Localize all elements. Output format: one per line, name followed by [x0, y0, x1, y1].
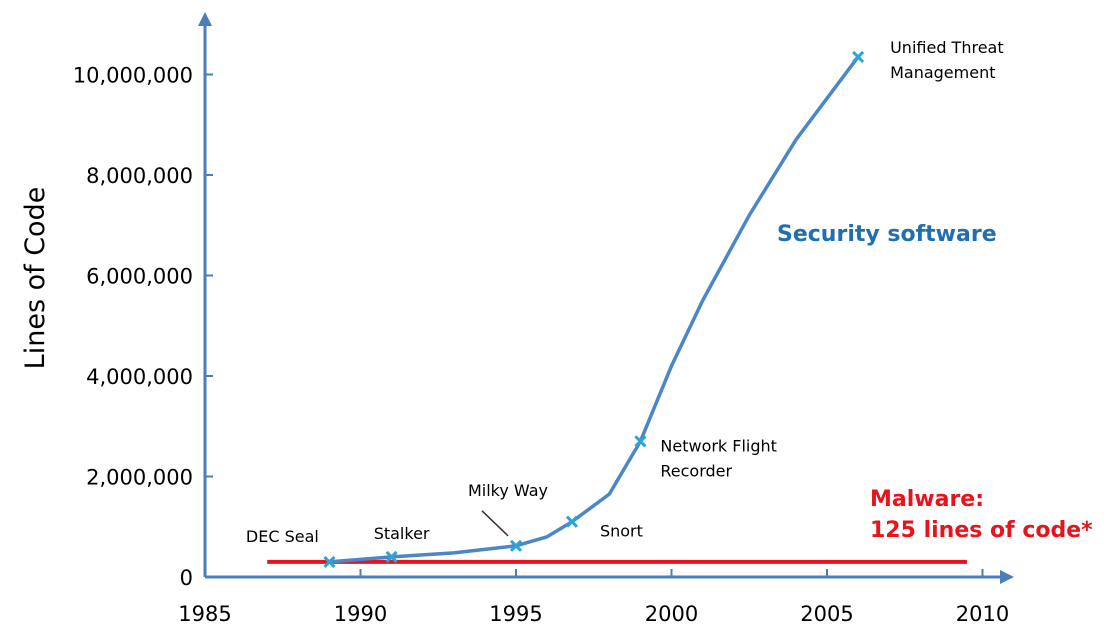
- data-point-label: Network Flight Recorder: [660, 436, 777, 480]
- marker-stroke: [323, 555, 336, 568]
- malware-label-line: Malware:: [870, 487, 984, 512]
- x-tick-label: 2005: [800, 602, 853, 624]
- marker-stroke: [385, 550, 398, 563]
- axes: [198, 12, 1014, 584]
- marker-stroke: [634, 435, 647, 448]
- y-tick-label: 6,000,000: [86, 265, 193, 289]
- data-point-labels: DEC Seal Stalker Milky Way Snort Network Fli…: [246, 38, 1004, 546]
- data-point-marker: [509, 539, 523, 552]
- x-ticks: 1985 1990 1995 2000 2005 2010: [178, 569, 1009, 624]
- data-point-label-line: Unified Threat: [890, 38, 1004, 57]
- x-tick-label: 1990: [334, 602, 387, 624]
- marker-stroke: [852, 50, 865, 63]
- data-point-label-line: Milky Way: [468, 481, 548, 500]
- data-point-label-line: Management: [890, 63, 995, 82]
- y-tick-label: 2,000,000: [86, 466, 193, 490]
- x-tick-label: 2000: [645, 602, 698, 624]
- data-point-label: Milky Way: [468, 481, 548, 500]
- milky-way-leader-line: [481, 510, 509, 537]
- data-point-label-line: Network Flight: [660, 436, 777, 455]
- y-tick-label: 4,000,000: [86, 365, 193, 389]
- data-point-label-line: Snort: [600, 522, 643, 541]
- malware-label-line: 125 lines of code*: [870, 518, 1093, 543]
- data-point-marker: [565, 515, 579, 528]
- x-tick-label: 2010: [956, 602, 1009, 624]
- data-point-label: Snort: [600, 522, 643, 541]
- data-point-label: Unified Threat Management: [890, 38, 1004, 82]
- data-point-label: DEC Seal: [246, 527, 319, 546]
- data-point-marker: [385, 550, 398, 563]
- x-tick-label: 1985: [178, 602, 231, 624]
- y-axis-arrow: [198, 12, 212, 26]
- y-tick-label: 10,000,000: [73, 64, 193, 88]
- data-point-label-line: Recorder: [660, 461, 732, 480]
- data-point-label-line: DEC Seal: [246, 527, 319, 546]
- y-ticks: 0 2,000,000 4,000,000 6,000,000 8,000,000 10,…: [73, 64, 213, 590]
- series-labels: Security software Malware: 125 lines of co…: [777, 222, 1093, 543]
- data-point-marker: [634, 435, 647, 448]
- malware-label: Malware: 125 lines of code*: [870, 487, 1093, 543]
- x-axis-arrow: [1000, 570, 1014, 584]
- security-software-line: [329, 55, 860, 564]
- x-tick-label: 1995: [489, 602, 542, 624]
- data-point-label-line: Stalker: [374, 524, 430, 543]
- y-tick-label: 8,000,000: [86, 164, 193, 188]
- data-point-label: Stalker: [374, 524, 430, 543]
- data-point-marker: [852, 50, 865, 63]
- marker-stroke: [509, 539, 523, 552]
- security-software-label: Security software: [777, 222, 997, 247]
- data-point-marker: [323, 555, 336, 568]
- data-point-markers: [323, 50, 865, 568]
- marker-stroke: [565, 515, 579, 528]
- y-axis-label: Lines of Code: [20, 187, 51, 370]
- y-tick-label: 0: [180, 566, 193, 590]
- series-lines: [267, 55, 967, 564]
